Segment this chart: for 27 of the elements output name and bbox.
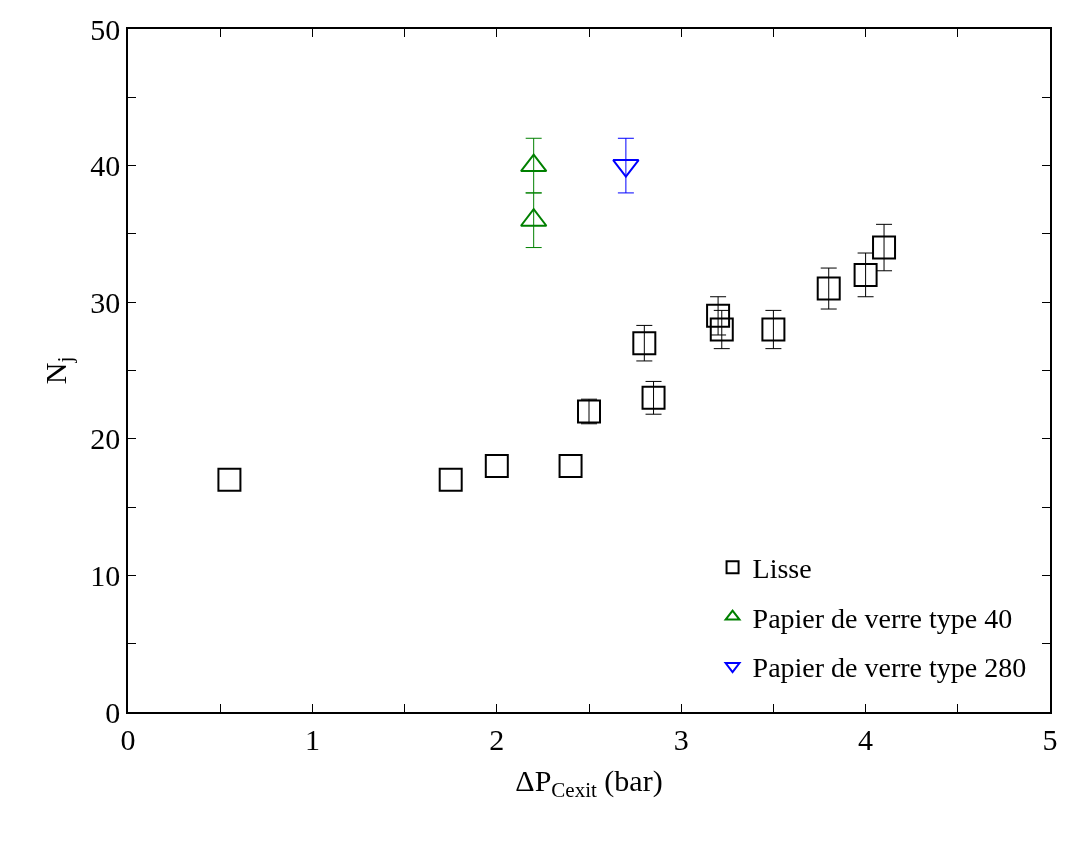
point [632, 331, 657, 356]
x-tick-label: 5 [1042, 722, 1058, 756]
point [484, 454, 509, 479]
x-tick-label: 2 [489, 722, 505, 756]
point [438, 467, 463, 492]
legend-label: Papier de verre type 40 [752, 602, 1013, 634]
x-axis-title: ΔP$_{Cexit}$ (bar) [515, 763, 663, 803]
legend-label: Papier de verre type 280 [752, 651, 1027, 683]
point [217, 467, 242, 492]
legend-label: Lisse [752, 553, 812, 585]
point [709, 317, 734, 342]
x-tick-label: 1 [304, 722, 320, 756]
y-tick-label: 40 [90, 149, 121, 183]
point [706, 303, 731, 328]
point [853, 262, 878, 287]
y-tick-label: 0 [105, 695, 121, 729]
point [816, 276, 841, 301]
point [641, 385, 666, 410]
x-tick-label: 3 [673, 722, 689, 756]
point [872, 235, 897, 260]
y-tick-label: 20 [90, 422, 121, 456]
y-tick-label: 50 [90, 12, 121, 46]
y-tick-label: 30 [90, 285, 121, 319]
point [558, 454, 583, 479]
point [761, 317, 786, 342]
x-tick-label: 4 [858, 722, 874, 756]
y-tick-label: 10 [90, 558, 121, 592]
